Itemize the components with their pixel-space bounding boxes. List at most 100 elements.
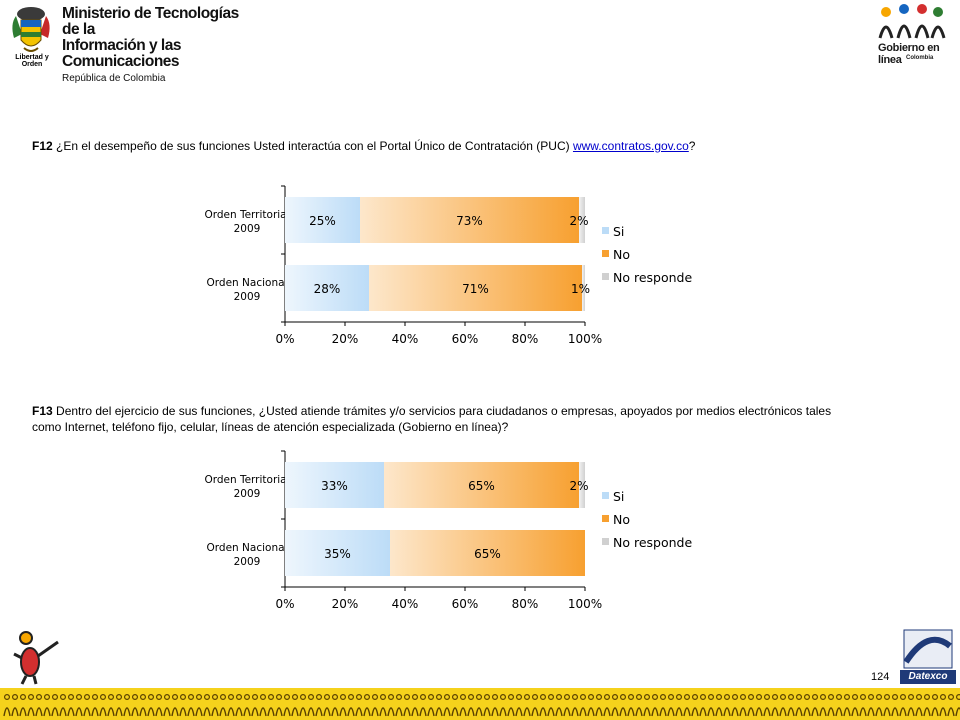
strip-figure — [531, 693, 555, 717]
figure-head — [707, 693, 714, 701]
figure-body — [203, 707, 211, 717]
figure-body — [795, 707, 803, 717]
figure-head — [619, 693, 626, 701]
figure-body — [427, 707, 435, 717]
figure-body — [515, 707, 523, 717]
figure-body — [187, 707, 195, 717]
bar-segment — [285, 197, 360, 243]
figure-body — [563, 707, 571, 717]
figure-head — [115, 693, 122, 701]
figure-head — [220, 693, 227, 701]
figure-head — [236, 693, 243, 701]
data-label: 35% — [324, 547, 351, 561]
legend-label: No responde — [613, 535, 692, 550]
strip-figure — [915, 693, 939, 717]
figure-body — [891, 707, 899, 717]
strip-figure — [267, 693, 291, 717]
figure-head — [500, 693, 507, 701]
figure-body — [419, 707, 427, 717]
figure-head — [747, 693, 754, 701]
data-label: 28% — [314, 282, 341, 296]
x-tick-label: 100% — [568, 332, 602, 346]
person-mascot-icon — [13, 631, 59, 685]
figure-body — [803, 707, 811, 717]
page-number: 124 — [871, 671, 890, 683]
datexco-logo: Datexco — [900, 628, 956, 686]
figure-head — [3, 693, 11, 701]
figure-head — [635, 693, 642, 701]
figure-head — [51, 693, 58, 701]
figure-head — [404, 693, 411, 701]
figure-head — [819, 693, 826, 701]
strip-figure — [363, 693, 387, 717]
figure-head — [867, 693, 874, 701]
figure-body — [603, 707, 611, 717]
figure-body — [339, 707, 347, 717]
strip-figure — [675, 693, 699, 717]
figure-head — [284, 693, 291, 701]
figure-body — [843, 707, 851, 717]
data-label: 65% — [474, 547, 501, 561]
figure-head — [587, 693, 594, 701]
figure-head — [531, 693, 538, 701]
figure-head — [931, 693, 938, 701]
figure-head — [651, 693, 658, 701]
figure-body — [179, 707, 187, 717]
figure-body — [579, 707, 587, 717]
figure-head — [603, 693, 610, 701]
figure-head — [468, 693, 475, 701]
legend-swatch — [602, 273, 609, 280]
figure-body — [147, 707, 155, 717]
strip-figure — [459, 693, 483, 717]
question-f13: F13 Dentro del ejercicio de sus funcione… — [32, 403, 832, 435]
figure-body — [619, 707, 627, 717]
figure-head — [683, 693, 690, 701]
chart-f12: 0% 20% 40% 60% 80% 100% Orden Territorial 2009 2… — [150, 183, 710, 383]
strip-figure — [435, 693, 459, 717]
figure-head — [875, 693, 882, 701]
figure-body — [371, 707, 379, 717]
figure-head — [851, 693, 858, 701]
bar-segment — [579, 197, 585, 243]
strip-figure — [147, 693, 171, 717]
figure-head — [563, 693, 570, 701]
data-label: 65% — [468, 479, 495, 493]
x-tick-label: 40% — [392, 597, 419, 611]
figure-body — [171, 707, 179, 717]
figure-head — [723, 693, 730, 701]
bar-segment — [579, 462, 585, 508]
strip-figure — [219, 693, 243, 717]
figure-head — [939, 693, 946, 701]
figure-body — [483, 707, 491, 717]
figure-body — [787, 707, 795, 717]
people-pattern-icon — [3, 693, 960, 717]
category-label: 2009 — [234, 556, 261, 568]
seal-motto: Libertad y Orden — [15, 54, 49, 68]
contratos-link[interactable]: www.contratos.gov.co — [572, 139, 689, 153]
figure-head — [260, 693, 267, 701]
figure-body — [3, 707, 11, 717]
figure-head — [675, 693, 682, 701]
data-label: 1% — [571, 282, 590, 296]
figure-body — [643, 707, 651, 717]
chart-f13: 0% 20% 40% 60% 80% 100% Orden Territorial 2009 3… — [150, 448, 710, 648]
figure-head — [180, 693, 187, 701]
figure-head — [164, 693, 171, 701]
legend-swatch — [602, 515, 609, 522]
figure-body — [931, 707, 939, 717]
figure-head — [204, 693, 211, 701]
figure-head — [268, 693, 275, 701]
strip-figure — [507, 693, 531, 717]
figure-head — [739, 693, 746, 701]
figure-head — [20, 693, 27, 701]
figure-head — [132, 693, 139, 701]
category-label: 2009 — [234, 291, 261, 303]
figure-body — [35, 707, 43, 717]
figure-body — [163, 707, 171, 717]
figure-body — [531, 707, 539, 717]
figure-head — [835, 693, 842, 701]
x-tick-label: 20% — [332, 332, 359, 346]
figure-body — [771, 707, 779, 717]
figure-head — [555, 693, 562, 701]
x-tick-label: 80% — [512, 597, 539, 611]
